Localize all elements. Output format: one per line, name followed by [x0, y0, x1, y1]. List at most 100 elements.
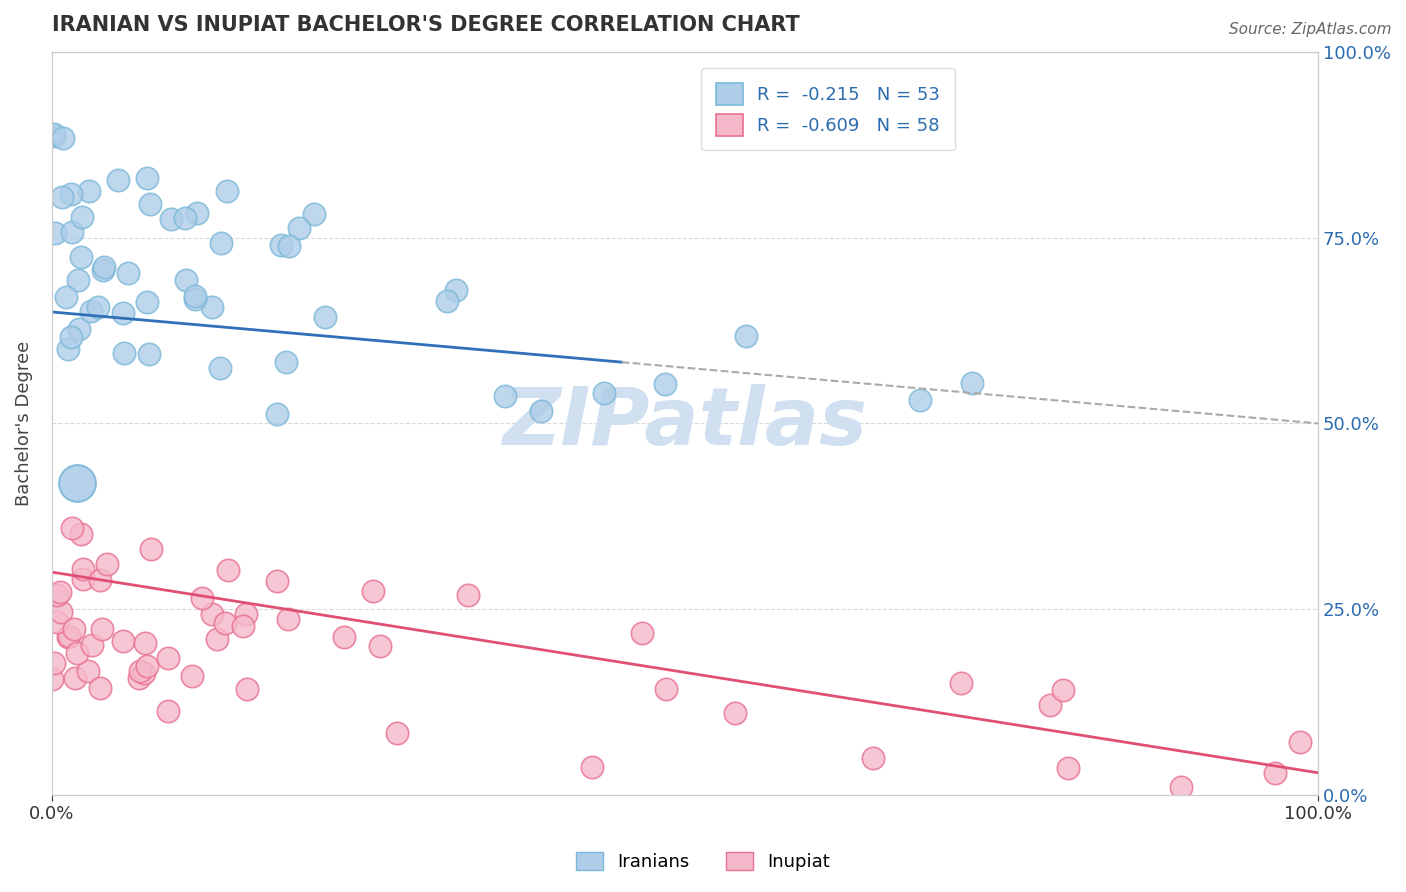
Point [62, 623, 84, 637]
Point [236, 681, 259, 696]
Point [208, 361, 231, 376]
Point [276, 612, 298, 626]
Point [70, 250, 93, 264]
Point [183, 292, 205, 306]
Point [72, 561, 94, 575]
Point [91, 263, 114, 277]
Point [217, 184, 239, 198]
Point [266, 574, 288, 588]
Point [89, 573, 111, 587]
Point [66, 475, 89, 490]
Text: Source: ZipAtlas.com: Source: ZipAtlas.com [1229, 22, 1392, 37]
Point [41, 673, 63, 687]
Point [72, 210, 94, 224]
Point [436, 293, 458, 308]
Point [184, 288, 207, 302]
Point [217, 563, 239, 577]
Point [114, 345, 136, 359]
Point [201, 607, 224, 622]
Point [44, 127, 66, 141]
Point [160, 211, 183, 226]
Point [735, 328, 758, 343]
Point [444, 283, 467, 297]
Point [581, 760, 603, 774]
Point [80, 303, 103, 318]
Point [370, 639, 392, 653]
Text: IRANIAN VS INUPIAT BACHELOR'S DEGREE CORRELATION CHART: IRANIAN VS INUPIAT BACHELOR'S DEGREE COR… [52, 15, 800, 35]
Point [201, 300, 224, 314]
Point [112, 634, 135, 648]
Point [44, 226, 66, 240]
Point [908, 392, 931, 407]
Point [186, 206, 208, 220]
Point [138, 347, 160, 361]
Point [42, 656, 65, 670]
Point [1170, 780, 1192, 794]
Point [59, 186, 82, 201]
Point [1039, 698, 1062, 712]
Point [52, 131, 75, 145]
Point [111, 305, 134, 319]
Point [128, 672, 150, 686]
Point [60, 225, 83, 239]
Point [45, 615, 67, 629]
Point [136, 295, 159, 310]
Point [302, 207, 325, 221]
Point [529, 403, 551, 417]
Point [174, 211, 197, 225]
Point [80, 638, 103, 652]
Point [55, 290, 77, 304]
Point [117, 266, 139, 280]
Point [59, 330, 82, 344]
Point [132, 665, 155, 680]
Point [862, 751, 884, 765]
Point [654, 377, 676, 392]
Point [593, 386, 616, 401]
Point [950, 676, 973, 690]
Point [962, 376, 984, 391]
Point [214, 616, 236, 631]
Point [139, 197, 162, 211]
Point [205, 632, 228, 646]
Point [44, 129, 66, 144]
Point [1056, 761, 1078, 775]
Point [1288, 735, 1310, 749]
Point [76, 665, 98, 679]
Point [276, 355, 298, 369]
Point [136, 171, 159, 186]
Point [45, 587, 67, 601]
Point [494, 389, 516, 403]
Point [235, 607, 257, 621]
Point [1264, 766, 1286, 780]
Point [209, 235, 232, 250]
Point [89, 681, 111, 695]
Point [174, 273, 197, 287]
Point [58, 629, 80, 643]
Point [141, 541, 163, 556]
Point [60, 521, 83, 535]
Point [49, 605, 72, 619]
Point [66, 273, 89, 287]
Point [156, 651, 179, 665]
Point [51, 190, 73, 204]
Point [87, 300, 110, 314]
Point [136, 659, 159, 673]
Point [56, 630, 79, 644]
Point [333, 630, 356, 644]
Point [107, 173, 129, 187]
Point [288, 221, 311, 235]
Point [724, 706, 747, 720]
Legend: Iranians, Inupiat: Iranians, Inupiat [568, 845, 838, 879]
Point [58, 342, 80, 356]
Point [66, 646, 89, 660]
Point [181, 668, 204, 682]
Point [67, 321, 90, 335]
Point [385, 726, 408, 740]
Point [72, 573, 94, 587]
Point [49, 585, 72, 599]
Point [631, 626, 654, 640]
Point [77, 184, 100, 198]
Point [96, 558, 118, 572]
Point [270, 238, 292, 252]
Point [134, 636, 156, 650]
